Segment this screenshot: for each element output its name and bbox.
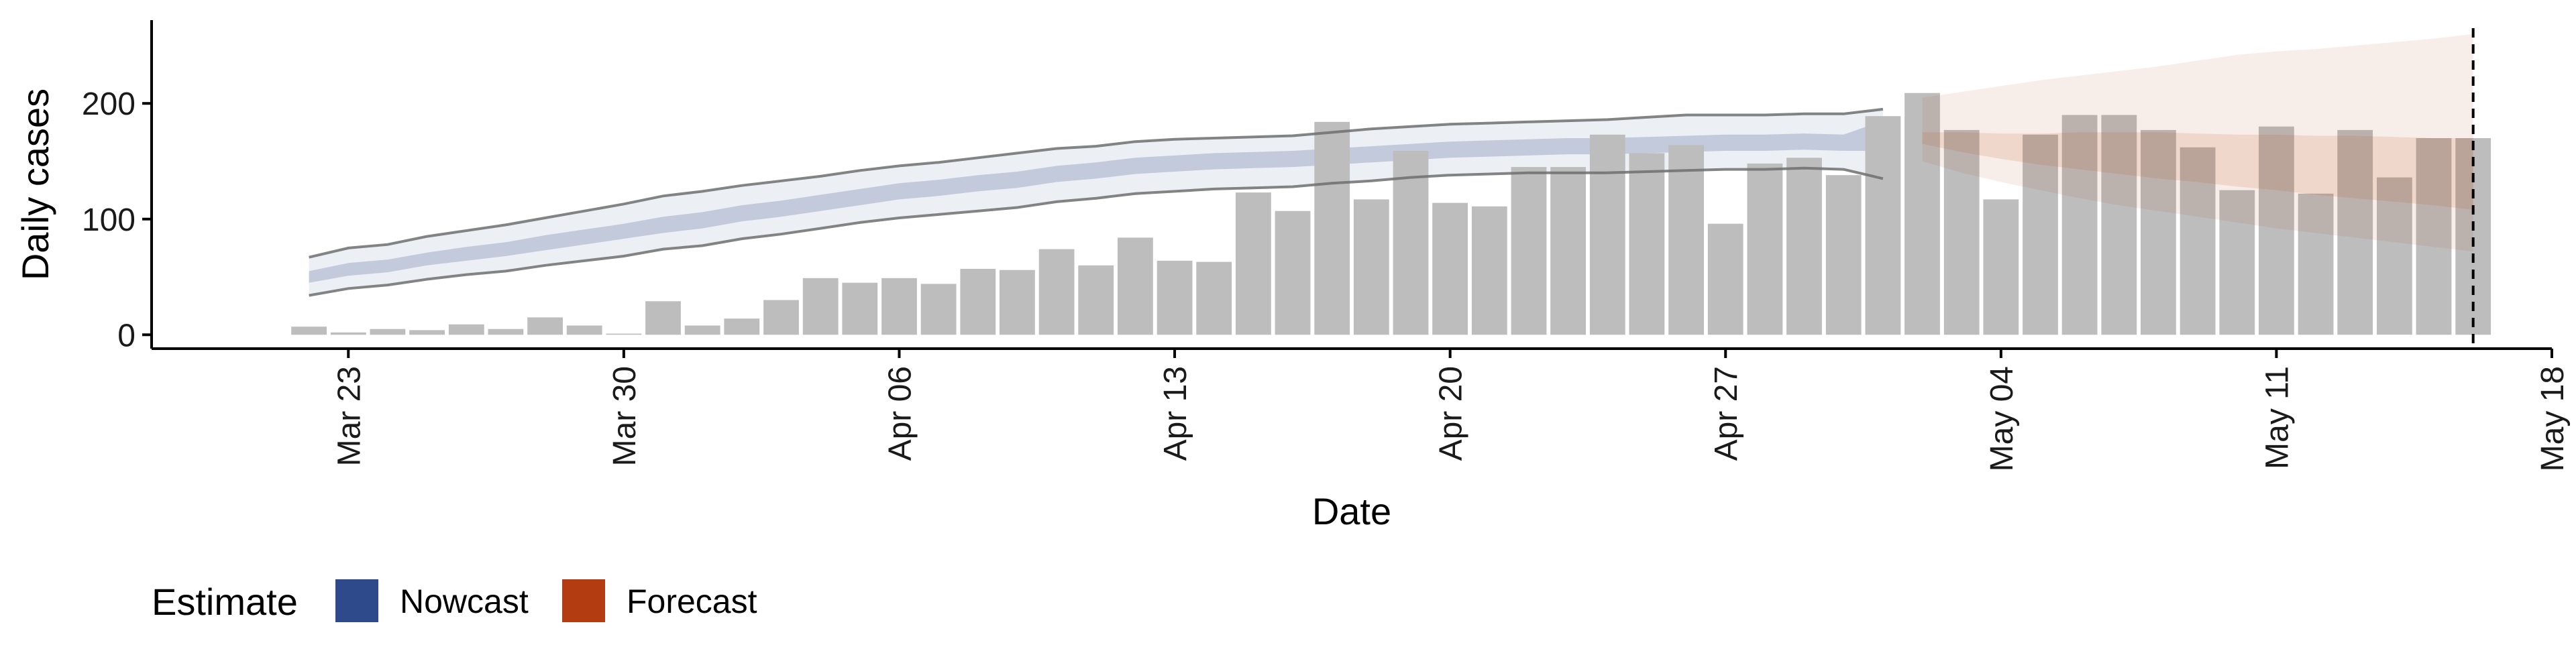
daily-cases-bar — [370, 329, 406, 335]
daily-cases-bar — [2259, 126, 2294, 335]
daily-cases-bar — [2061, 115, 2098, 335]
legend: Estimate Nowcast Forecast — [152, 579, 757, 623]
daily-cases-bar — [1038, 249, 1075, 335]
x-tick-label: Mar 30 — [607, 366, 643, 466]
daily-cases-bar — [2377, 177, 2412, 335]
daily-cases-bar — [2180, 147, 2216, 335]
daily-cases-bar — [920, 284, 957, 335]
band-layer — [309, 109, 1883, 296]
overlay-layer — [309, 28, 2475, 349]
daily-cases-bar — [2416, 138, 2452, 335]
daily-cases-bar — [1353, 199, 1389, 335]
daily-cases-bar — [1511, 167, 1547, 335]
daily-cases-bar — [2219, 190, 2255, 335]
daily-cases-bar — [1629, 153, 1665, 335]
daily-cases-bar — [2101, 115, 2137, 335]
x-tick-label: May 18 — [2535, 366, 2571, 471]
x-tick-label: May 11 — [2259, 366, 2295, 469]
x-axis-title: Date — [1312, 490, 1391, 532]
daily-cases-bar — [1865, 116, 1901, 335]
y-tick-label: 100 — [82, 202, 136, 238]
forecast-band-50 — [1922, 132, 2473, 210]
daily-cases-bar — [1550, 167, 1586, 335]
legend-title: Estimate — [152, 581, 298, 623]
nowcast-band-90 — [309, 109, 1883, 296]
daily-cases-bar — [1236, 192, 1271, 335]
daily-cases-bar — [1707, 223, 1743, 335]
legend-swatch-nowcast — [335, 579, 378, 622]
daily-cases-bar — [1393, 151, 1429, 335]
daily-cases-bar — [1275, 211, 1311, 335]
daily-cases-bar — [684, 325, 720, 335]
axes-layer: Daily cases Date 0 100 200 Mar 23 Mar 30 Apr … — [14, 20, 2571, 532]
daily-cases-bar — [2023, 134, 2058, 335]
x-tick-label: Apr 27 — [1709, 366, 1744, 461]
x-tick-label: Apr 06 — [883, 366, 918, 461]
daily-cases-bar — [1432, 202, 1468, 335]
daily-cases-bar — [1589, 134, 1625, 335]
legend-swatch-forecast — [562, 579, 605, 622]
y-axis-title: Daily cases — [14, 89, 56, 280]
daily-cases-bar — [724, 318, 760, 335]
daily-cases-bar — [448, 324, 484, 335]
daily-cases-bar — [881, 278, 917, 335]
daily-cases-bar — [606, 333, 642, 335]
daily-cases-bar — [2298, 193, 2334, 335]
daily-cases-bar — [488, 329, 524, 335]
daily-cases-bar — [1983, 199, 2019, 335]
daily-cases-bar — [645, 301, 681, 335]
daily-cases-bar — [2141, 129, 2176, 335]
daily-cases-bar — [330, 332, 366, 335]
daily-cases-bar — [1078, 265, 1114, 335]
daily-cases-bar — [409, 330, 445, 335]
daily-cases-bar — [1904, 93, 1940, 335]
daily-cases-bar — [566, 325, 602, 335]
daily-cases-bar — [1118, 237, 1153, 335]
y-tick-label: 0 — [117, 318, 136, 353]
daily-cases-bar — [842, 282, 878, 335]
nowcast-lower-line — [309, 166, 1884, 297]
daily-cases-bar — [527, 317, 563, 335]
daily-cases-bar — [2337, 129, 2373, 335]
daily-cases-bar — [1786, 158, 1822, 335]
legend-label-nowcast: Nowcast — [400, 583, 529, 620]
bar-layer — [291, 93, 2491, 335]
daily-cases-bar — [1747, 163, 1783, 335]
x-tick-label: Apr 20 — [1434, 366, 1469, 461]
daily-cases-bar — [1668, 145, 1704, 335]
nowcast-upper-line — [309, 107, 1884, 259]
daily-cases-bar — [802, 278, 839, 335]
legend-label-forecast: Forecast — [627, 583, 757, 620]
y-tick-label: 200 — [82, 86, 136, 122]
x-tick-label: Apr 13 — [1158, 366, 1193, 461]
daily-cases-bar — [960, 269, 996, 335]
daily-cases-bar — [1196, 261, 1232, 335]
daily-cases-bar — [1157, 260, 1193, 335]
daily-cases-bar — [291, 327, 327, 335]
nowcast-band-50 — [309, 121, 1883, 283]
daily-cases-bar — [1314, 121, 1350, 335]
daily-cases-bar — [1825, 175, 1862, 335]
x-tick-label: May 04 — [1984, 366, 2020, 471]
forecast-band-90 — [1922, 34, 2473, 252]
daily-cases-bar — [1471, 206, 1507, 335]
daily-cases-bar — [763, 300, 799, 335]
daily-cases-bar — [1000, 270, 1035, 335]
x-tick-label: Mar 23 — [331, 366, 367, 466]
daily-cases-bar — [1943, 129, 1980, 335]
